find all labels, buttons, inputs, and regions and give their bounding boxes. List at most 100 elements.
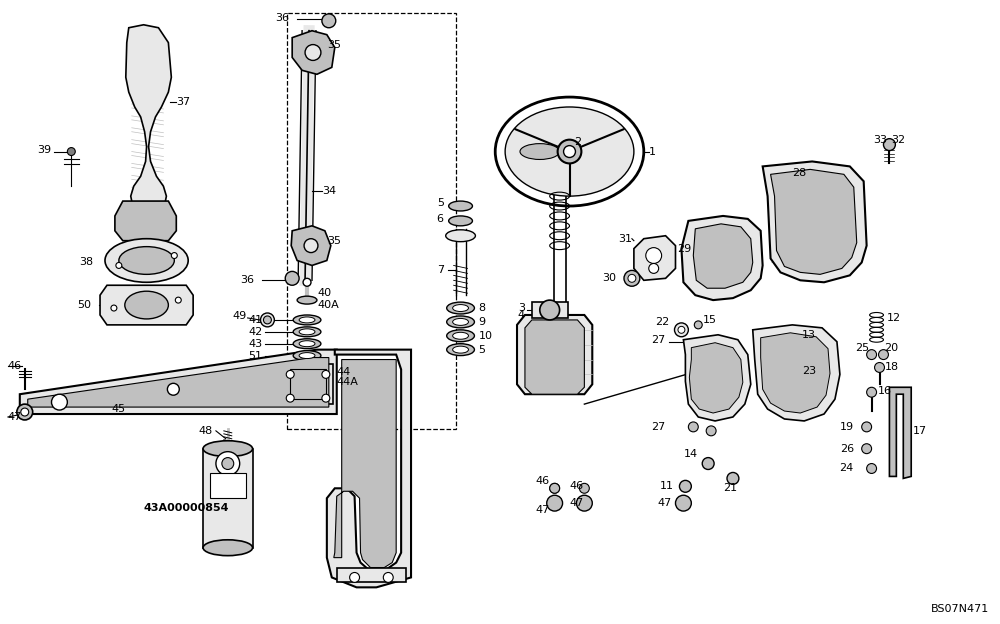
Ellipse shape xyxy=(449,216,472,226)
Polygon shape xyxy=(28,358,329,407)
Bar xyxy=(283,364,333,404)
Circle shape xyxy=(171,253,177,258)
Circle shape xyxy=(694,321,702,329)
Circle shape xyxy=(216,452,240,475)
Text: 35: 35 xyxy=(327,39,341,49)
Text: 47: 47 xyxy=(570,498,584,508)
Circle shape xyxy=(624,270,640,286)
Circle shape xyxy=(548,496,562,510)
Text: 41: 41 xyxy=(248,315,262,325)
Circle shape xyxy=(383,572,393,582)
Polygon shape xyxy=(889,388,911,479)
Text: 25: 25 xyxy=(855,343,870,353)
Polygon shape xyxy=(634,236,675,280)
Text: 47: 47 xyxy=(8,412,22,422)
Circle shape xyxy=(862,422,872,432)
Circle shape xyxy=(304,239,318,253)
Circle shape xyxy=(116,263,122,268)
Circle shape xyxy=(21,408,29,416)
Ellipse shape xyxy=(125,291,168,319)
Ellipse shape xyxy=(447,316,474,328)
Text: 10: 10 xyxy=(478,331,492,341)
Text: 6: 6 xyxy=(437,214,444,224)
Polygon shape xyxy=(291,226,331,265)
Bar xyxy=(203,449,253,548)
Bar xyxy=(290,369,326,399)
Text: 23: 23 xyxy=(802,366,816,376)
Text: 30: 30 xyxy=(602,273,616,283)
Text: BS07N471: BS07N471 xyxy=(931,604,989,614)
Ellipse shape xyxy=(119,246,174,275)
Circle shape xyxy=(646,248,662,263)
Circle shape xyxy=(564,145,575,157)
Circle shape xyxy=(322,14,336,27)
Text: 21: 21 xyxy=(723,484,737,494)
Text: 1: 1 xyxy=(649,147,656,157)
Circle shape xyxy=(706,426,716,436)
Bar xyxy=(337,568,406,582)
Text: 24: 24 xyxy=(840,464,854,474)
Text: 14: 14 xyxy=(684,449,698,459)
Circle shape xyxy=(303,278,311,286)
Circle shape xyxy=(17,404,33,420)
Polygon shape xyxy=(763,162,867,282)
Text: 33: 33 xyxy=(874,135,888,145)
Ellipse shape xyxy=(446,230,475,241)
Ellipse shape xyxy=(453,318,468,325)
Ellipse shape xyxy=(453,333,468,339)
Polygon shape xyxy=(20,349,337,414)
Ellipse shape xyxy=(453,305,468,311)
Bar xyxy=(210,474,246,498)
Polygon shape xyxy=(292,31,335,74)
Text: 40A: 40A xyxy=(317,300,339,310)
Polygon shape xyxy=(334,359,396,568)
Text: 31: 31 xyxy=(618,234,632,244)
Text: 5: 5 xyxy=(437,198,444,208)
Circle shape xyxy=(679,480,691,492)
Circle shape xyxy=(678,326,685,333)
Polygon shape xyxy=(100,285,193,325)
Text: 44A: 44A xyxy=(337,378,359,388)
Circle shape xyxy=(67,148,75,155)
Text: 39: 39 xyxy=(38,145,52,155)
Polygon shape xyxy=(761,333,830,413)
Circle shape xyxy=(285,271,299,285)
Circle shape xyxy=(558,140,581,163)
Text: 50: 50 xyxy=(77,300,91,310)
Polygon shape xyxy=(771,169,857,275)
Text: 20: 20 xyxy=(884,343,899,353)
Circle shape xyxy=(883,139,895,150)
Circle shape xyxy=(350,572,360,582)
Text: 19: 19 xyxy=(840,422,854,432)
Text: 18: 18 xyxy=(884,363,899,373)
Circle shape xyxy=(286,371,294,378)
Ellipse shape xyxy=(447,344,474,356)
Circle shape xyxy=(322,394,330,402)
Ellipse shape xyxy=(203,540,253,555)
Text: 27: 27 xyxy=(651,422,666,432)
Ellipse shape xyxy=(520,144,560,160)
Circle shape xyxy=(222,457,234,469)
Text: 7: 7 xyxy=(437,265,444,275)
Circle shape xyxy=(867,464,877,474)
Circle shape xyxy=(547,495,563,511)
Circle shape xyxy=(322,371,330,378)
Ellipse shape xyxy=(105,239,188,282)
Circle shape xyxy=(688,422,698,432)
Text: 40: 40 xyxy=(317,288,331,298)
Circle shape xyxy=(550,484,560,493)
Text: 34: 34 xyxy=(322,186,336,196)
Text: 11: 11 xyxy=(660,481,674,491)
Circle shape xyxy=(674,323,688,337)
Polygon shape xyxy=(115,201,176,241)
Polygon shape xyxy=(693,224,753,288)
Text: 15: 15 xyxy=(703,315,717,325)
Text: 47: 47 xyxy=(657,498,672,508)
Ellipse shape xyxy=(449,201,472,211)
Circle shape xyxy=(628,275,636,282)
Polygon shape xyxy=(689,343,743,413)
Text: 49: 49 xyxy=(233,311,247,321)
Bar xyxy=(287,13,456,429)
Text: 38: 38 xyxy=(79,258,93,268)
Text: 4: 4 xyxy=(518,310,525,320)
